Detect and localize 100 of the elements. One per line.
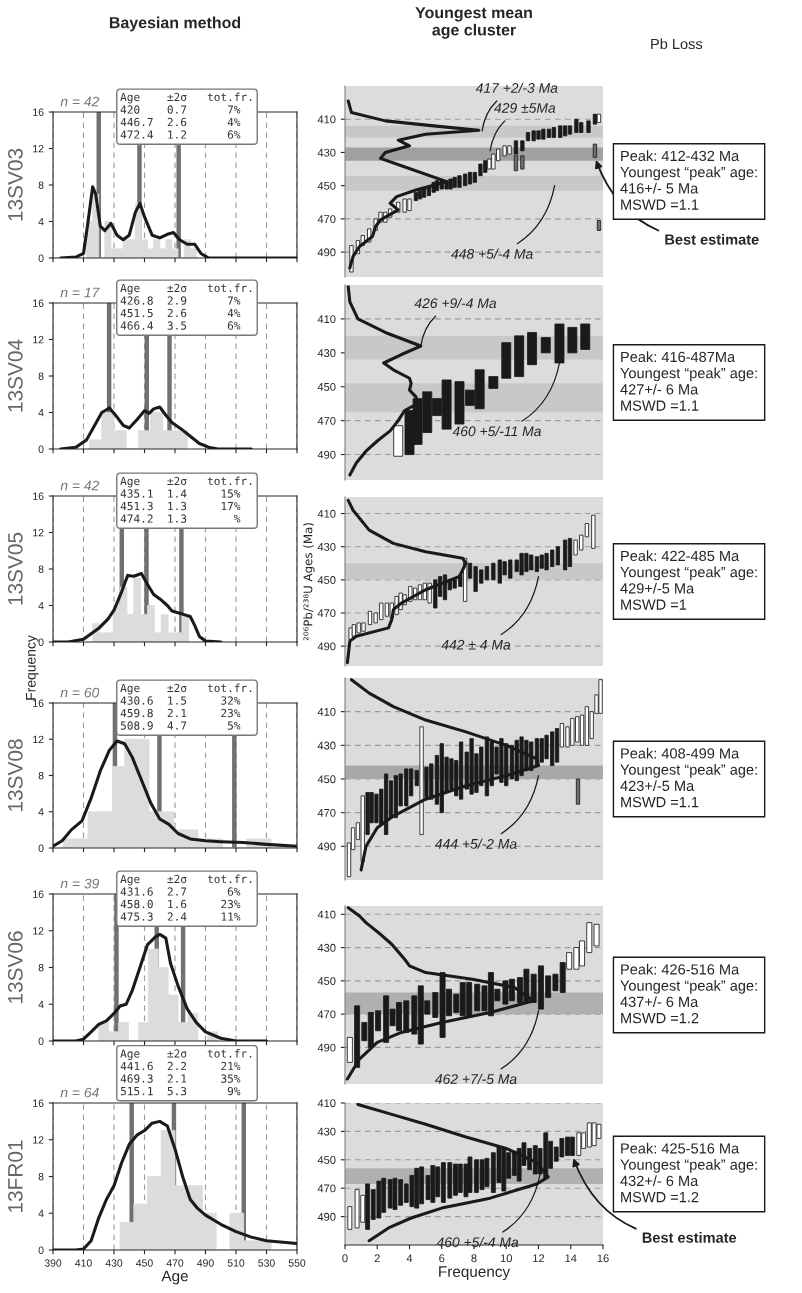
text: Peak: 426-516 Ma Youngest “peak” age: 437+/- 6 Ma MSWD =1.2 xyxy=(620,963,757,1024)
x-tick-label: 410 xyxy=(75,1259,92,1267)
y-tick-label: 470 xyxy=(317,1010,336,1019)
text: Peak: 408-499 Ma Youngest “peak” age: 423+/-5 Ma MSWD =1.1 xyxy=(620,747,757,808)
annotation: 442 ± 4 Ma xyxy=(441,639,511,650)
y-tick-label: 16 xyxy=(33,1099,44,1107)
y-axis-title: 13SV08 xyxy=(7,739,23,811)
x-tick-label: 390 xyxy=(44,1259,62,1267)
text: Peak: 412-432 Ma Youngest “peak” age: 416+/- 5 Ma MSWD =1.1 xyxy=(620,150,757,210)
x-tick-label: 4 xyxy=(406,1254,413,1263)
x-tick-label: 14 xyxy=(565,1254,577,1263)
y-tick-label: 470 xyxy=(317,1184,336,1193)
annotation: Age ±2σ tot.fr. 431.6 2.7 6% 458.0 1.6 23% 475.3 2.4 11% xyxy=(120,874,252,921)
y-tick-label: 490 xyxy=(317,450,336,459)
x-axis-title: Frequency xyxy=(439,1266,511,1281)
y-axis-title: 13SV06 xyxy=(7,931,23,1003)
y-tick-label: 450 xyxy=(317,576,336,584)
y-tick-label: 12 xyxy=(33,336,44,344)
y-tick-label: 0 xyxy=(38,1037,44,1045)
y-tick-label: 430 xyxy=(317,741,336,750)
text: n = 39 xyxy=(60,878,100,889)
y-tick-label: 470 xyxy=(317,808,336,817)
text: Peak: 425-516 Ma Youngest “peak” age: 432+/- 6 Ma MSWD =1.2 xyxy=(620,1142,757,1203)
y-tick-label: 16 xyxy=(33,108,44,116)
x-tick-label: 470 xyxy=(166,1259,184,1267)
x-tick-label: 550 xyxy=(288,1259,306,1267)
y-tick-label: 4 xyxy=(38,218,44,226)
y-tick-label: 410 xyxy=(317,707,336,716)
y-tick-label: 12 xyxy=(33,529,44,537)
y-tick-label: 8 xyxy=(38,1173,44,1181)
text: Peak: 422-485 Ma Youngest “peak” age: 429+/-5 Ma MSWD =1 xyxy=(620,550,757,610)
annotation: 426 +9/-4 Ma xyxy=(414,297,497,309)
x-tick-label: 490 xyxy=(197,1259,214,1267)
y-tick-label: 430 xyxy=(317,1127,336,1136)
annotation: 460 +5/-11 Ma xyxy=(452,425,541,437)
y-tick-label: 12 xyxy=(33,735,44,744)
y-tick-label: 490 xyxy=(317,642,336,651)
annotation: Age ±2σ tot.fr. 430.6 1.5 32% 459.8 2.1 23% 508.9 4.7 5% xyxy=(120,683,252,730)
y-axis-title: ²⁰⁶Pb/²³⁸U Ages (Ma) xyxy=(303,523,315,641)
y-tick-label: 430 xyxy=(317,542,336,551)
x-tick-label: 8 xyxy=(471,1254,477,1263)
y-tick-label: 450 xyxy=(317,977,336,985)
text: n = 17 xyxy=(60,287,100,298)
y-tick-label: 410 xyxy=(317,1099,336,1108)
annotation: Age ±2σ tot.fr. 426.8 2.9 7% 451.5 2.6 4% 466.4 3.5 6% xyxy=(120,283,252,330)
y-axis-title: 13FR01 xyxy=(7,1140,23,1212)
text: n = 64 xyxy=(60,1087,99,1098)
y-tick-label: 490 xyxy=(317,248,336,257)
y-tick-label: 8 xyxy=(38,565,44,573)
annotation: 444 +5/-2 Ma xyxy=(434,838,517,849)
y-tick-label: 470 xyxy=(317,215,336,223)
annotation: 460 +5/-4 Ma xyxy=(436,1236,519,1248)
y-tick-label: 430 xyxy=(317,349,336,357)
y-tick-label: 12 xyxy=(33,1136,44,1144)
y-tick-label: 0 xyxy=(38,1246,44,1254)
y-tick-label: 0 xyxy=(38,254,44,262)
annotation: 462 +7/-5 Ma xyxy=(434,1073,517,1084)
y-tick-label: 4 xyxy=(38,602,44,610)
y-tick-label: 12 xyxy=(33,927,44,935)
y-tick-label: 16 xyxy=(33,890,44,898)
y-axis-title: 13SV05 xyxy=(7,532,23,605)
y-tick-label: 490 xyxy=(317,842,336,851)
annotation: 417 +2/-3 Ma xyxy=(475,82,558,93)
x-tick-label: 510 xyxy=(227,1259,245,1267)
y-tick-label: 410 xyxy=(317,315,336,324)
y-tick-label: 0 xyxy=(38,844,44,852)
y-tick-label: 450 xyxy=(317,181,336,190)
y-tick-label: 8 xyxy=(38,772,44,780)
y-tick-label: 470 xyxy=(317,609,336,618)
annotation: 429 ±5Ma xyxy=(494,103,556,113)
y-tick-label: 12 xyxy=(33,145,44,153)
y-tick-label: 4 xyxy=(38,808,44,816)
y-tick-label: 410 xyxy=(317,910,336,919)
x-tick-label: 12 xyxy=(533,1254,545,1263)
x-tick-label: 10 xyxy=(500,1254,512,1263)
x-tick-label: 2 xyxy=(374,1254,380,1263)
x-tick-label: 430 xyxy=(105,1259,123,1267)
annotation: Age ±2σ tot.fr. 420 0.7 7% 446.7 2.6 4% 472.4 1.2 6% xyxy=(120,92,252,139)
y-tick-label: 490 xyxy=(317,1212,336,1221)
y-tick-label: 410 xyxy=(317,115,336,124)
y-tick-label: 8 xyxy=(38,181,44,189)
y-axis-title: 13SV04 xyxy=(7,339,23,412)
text: Age ±2σ tot.fr. 441.6 2.2 21% 469.3 2.1 35% 515.1 5.3 9% xyxy=(120,1049,252,1096)
text: Pb Loss xyxy=(651,38,703,50)
x-tick-label: 6 xyxy=(439,1254,445,1263)
annotation: Best estimate xyxy=(642,1232,737,1243)
y-tick-label: 0 xyxy=(38,445,44,453)
text: n = 42 xyxy=(60,480,100,491)
annotation: Age ±2σ tot.fr. 435.1 1.4 15% 451.3 1.3 17% 474.2 1.3 % xyxy=(120,476,252,523)
x-axis-title: Age xyxy=(161,1270,188,1285)
y-tick-label: 4 xyxy=(38,409,44,417)
y-tick-label: 410 xyxy=(317,509,336,518)
annotation: 448 +5/-4 Ma xyxy=(451,248,533,259)
text: n = 42 xyxy=(60,96,100,107)
y-tick-label: 16 xyxy=(33,299,44,307)
x-tick-label: 530 xyxy=(258,1259,275,1267)
y-tick-label: 16 xyxy=(33,699,44,707)
y-tick-label: 490 xyxy=(317,1043,336,1052)
y-tick-label: 450 xyxy=(317,383,336,391)
y-tick-label: 470 xyxy=(317,416,336,425)
